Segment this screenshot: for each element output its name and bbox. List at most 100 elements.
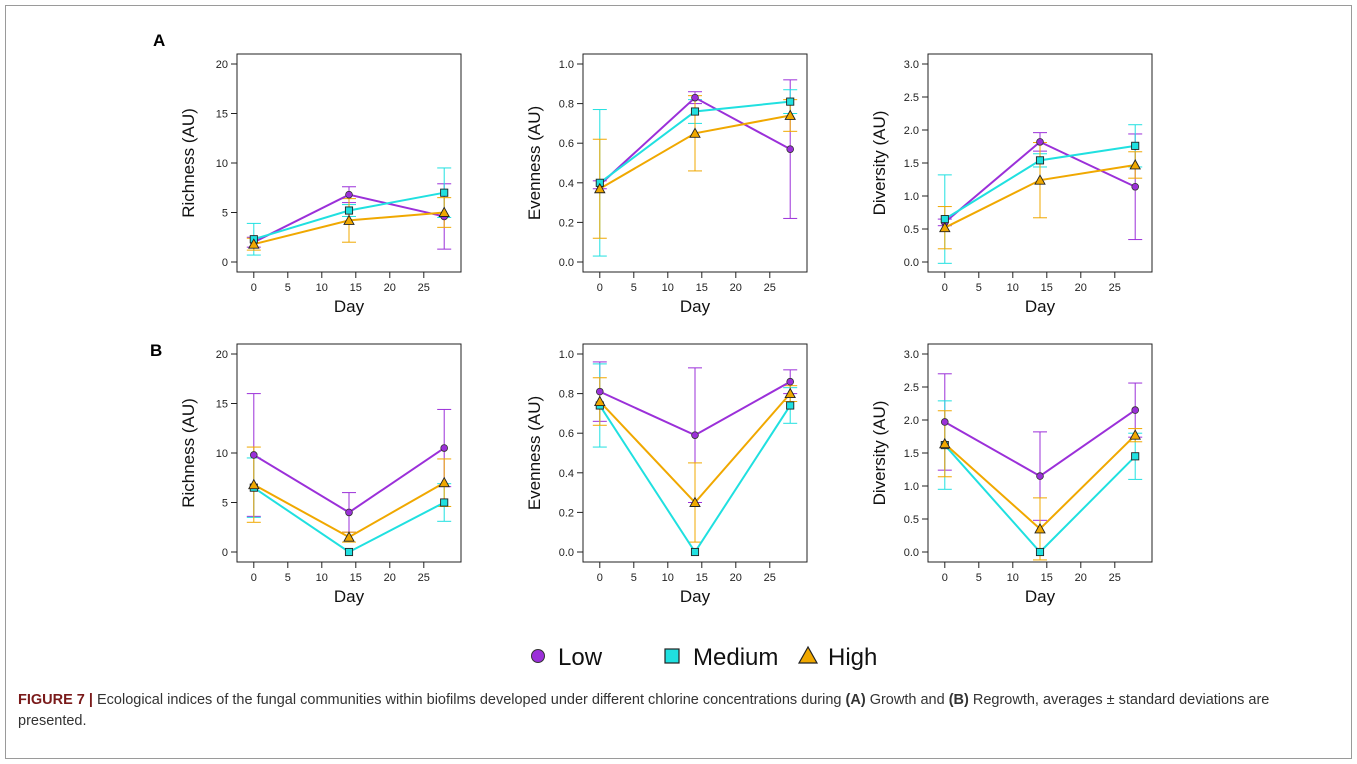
plot-panel-a-3: 0.0 0.5 1.0 1.5 2.0 2.5 3.0 0 5 10 15 20 25 Day Divers… xyxy=(870,53,1153,316)
y-tick-label: 0.0 xyxy=(904,257,919,269)
y-tick-label: 0.2 xyxy=(559,217,574,229)
x-tick-label: 25 xyxy=(1109,282,1121,294)
legend-marker-high xyxy=(797,645,819,664)
y-tick-label: 0.0 xyxy=(904,547,919,559)
data-point-low xyxy=(345,508,353,517)
y-tick-label: 20 xyxy=(216,349,228,361)
data-point-low xyxy=(691,93,699,102)
data-point-medium xyxy=(690,107,700,116)
x-tick-label: 5 xyxy=(285,572,291,584)
x-axis-label: Day xyxy=(1025,297,1056,316)
plot-box xyxy=(582,343,808,563)
caption-part-0: Ecological indices of the fungal communi… xyxy=(92,692,846,708)
y-tick-label: 0.6 xyxy=(559,428,574,440)
data-point-medium xyxy=(1035,547,1045,557)
data-point-low xyxy=(786,145,794,153)
y-tick-label: 0 xyxy=(222,547,228,559)
y-tick-label: 0.4 xyxy=(559,178,574,190)
x-tick-label: 10 xyxy=(316,572,328,584)
y-tick-label: 0.4 xyxy=(559,468,574,480)
x-tick-label: 20 xyxy=(1075,572,1087,584)
y-axis-label: Diversity (AU) xyxy=(870,401,889,506)
plot-box xyxy=(582,53,808,273)
data-point-high xyxy=(248,478,260,490)
y-tick-label: 15 xyxy=(216,399,228,411)
y-tick-label: 0.8 xyxy=(559,389,574,401)
data-point-high xyxy=(939,221,951,233)
x-axis-label: Day xyxy=(334,297,365,316)
x-tick-label: 20 xyxy=(1075,282,1087,294)
data-point-low xyxy=(250,451,258,459)
x-tick-label: 0 xyxy=(251,282,257,294)
data-point-high xyxy=(594,395,606,406)
x-tick-label: 20 xyxy=(384,282,396,294)
data-point-low xyxy=(440,444,449,452)
x-axis-label: Day xyxy=(1025,587,1056,606)
x-tick-label: 5 xyxy=(285,282,291,294)
data-point-high xyxy=(1034,522,1046,534)
plot-panel-b-1: 0 5 10 15 20 0 5 10 15 20 25 Day Richness (AU) xyxy=(179,343,462,606)
legend-label-medium: Medium xyxy=(693,644,778,671)
y-tick-label: 0.0 xyxy=(559,257,574,269)
caption-part-1: (A) xyxy=(845,692,866,708)
data-point-medium xyxy=(786,401,795,410)
data-point-low xyxy=(1036,138,1044,146)
data-point-medium xyxy=(690,547,700,557)
data-point-high xyxy=(343,214,355,225)
data-point-low xyxy=(345,190,353,199)
figure-frame xyxy=(5,5,1352,759)
plot-panel-a-2: 0.0 0.2 0.4 0.6 0.8 1.0 0 5 10 15 20 25 Day Evenness … xyxy=(525,53,808,316)
x-tick-label: 10 xyxy=(316,282,328,294)
x-tick-label: 25 xyxy=(418,572,430,584)
data-point-medium xyxy=(344,547,354,557)
y-tick-label: 0.6 xyxy=(559,138,574,150)
plot-panel-b-3: 0.0 0.5 1.0 1.5 2.0 2.5 3.0 0 5 10 15 20 25 Day Divers… xyxy=(870,343,1153,606)
plot-grid: 0 5 10 15 20 0 5 10 15 20 25 Day Richness (AU) 0.0 0.2… xyxy=(179,53,1153,606)
x-tick-label: 15 xyxy=(696,572,708,584)
x-tick-label: 5 xyxy=(976,282,982,294)
y-tick-label: 0.5 xyxy=(904,514,919,526)
x-tick-label: 20 xyxy=(384,572,396,584)
x-tick-label: 15 xyxy=(1041,572,1053,584)
data-point-high xyxy=(438,476,450,488)
y-tick-label: 10 xyxy=(216,158,228,170)
x-axis-label: Day xyxy=(680,587,711,606)
x-tick-label: 25 xyxy=(1109,572,1121,584)
y-tick-label: 1.5 xyxy=(904,158,919,170)
caption-text: Ecological indices of the fungal communi… xyxy=(18,692,1269,729)
x-tick-label: 0 xyxy=(597,282,603,294)
legend-marker-low xyxy=(531,649,545,663)
data-point-high xyxy=(343,531,355,542)
x-tick-label: 15 xyxy=(1041,282,1053,294)
data-point-high xyxy=(939,437,951,449)
y-tick-label: 1.0 xyxy=(904,481,919,493)
legend-label-low: Low xyxy=(558,644,603,671)
x-tick-label: 5 xyxy=(631,572,637,584)
panel-letter-b: B xyxy=(150,341,162,360)
x-tick-label: 0 xyxy=(251,572,257,584)
x-axis-label: Day xyxy=(334,587,365,606)
y-axis-label: Evenness (AU) xyxy=(525,396,544,510)
y-tick-label: 0.2 xyxy=(559,507,574,519)
x-tick-label: 25 xyxy=(418,282,430,294)
data-point-low xyxy=(1036,472,1044,480)
y-tick-label: 0.8 xyxy=(559,99,574,111)
x-tick-label: 25 xyxy=(764,572,776,584)
y-tick-label: 20 xyxy=(216,59,228,71)
data-point-high xyxy=(784,387,796,399)
x-tick-label: 15 xyxy=(350,572,362,584)
data-point-high xyxy=(594,182,606,194)
x-tick-label: 10 xyxy=(662,282,674,294)
y-tick-label: 0.5 xyxy=(904,224,919,236)
data-point-low xyxy=(786,377,794,386)
data-point-medium xyxy=(344,206,354,215)
figure-caption: FIGURE 7 | Ecological indices of the fun… xyxy=(18,690,1328,732)
y-tick-label: 2.0 xyxy=(904,125,919,137)
y-tick-label: 2.0 xyxy=(904,415,919,427)
data-point-high xyxy=(438,206,450,217)
data-point-medium xyxy=(1035,156,1045,165)
x-tick-label: 15 xyxy=(696,282,708,294)
data-point-low xyxy=(691,431,699,439)
data-point-high xyxy=(689,127,701,138)
x-axis-label: Day xyxy=(680,297,711,316)
